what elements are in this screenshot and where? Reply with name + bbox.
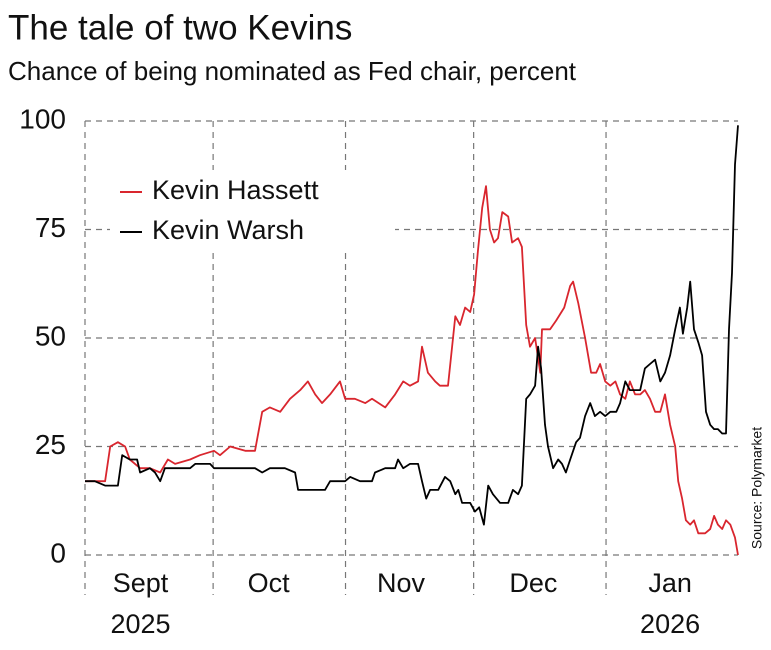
series-line [85,185,739,556]
x-tick-label: Dec [509,568,557,598]
x-tick-label: Sept [113,568,169,598]
y-tick-label: 0 [50,537,66,568]
source-note: Source: Polymarket [749,427,765,549]
x-tick-sublabel: 2026 [640,609,700,639]
legend-box [110,170,395,252]
y-tick-label: 25 [35,429,66,460]
y-tick-label: 75 [35,212,66,243]
legend-label: Kevin Warsh [152,215,304,245]
y-tick-label: 100 [19,103,66,134]
chart-subtitle: Chance of being nominated as Fed chair, … [8,56,577,86]
x-tick-label: Nov [377,568,426,598]
x-tick-label: Oct [248,568,291,598]
x-tick-label: Jan [648,568,692,598]
chart-title: The tale of two Kevins [8,8,352,47]
series-line [85,125,739,526]
y-tick-label: 50 [35,320,66,351]
legend-label: Kevin Hassett [152,175,319,205]
x-tick-sublabel: 2025 [110,609,170,639]
